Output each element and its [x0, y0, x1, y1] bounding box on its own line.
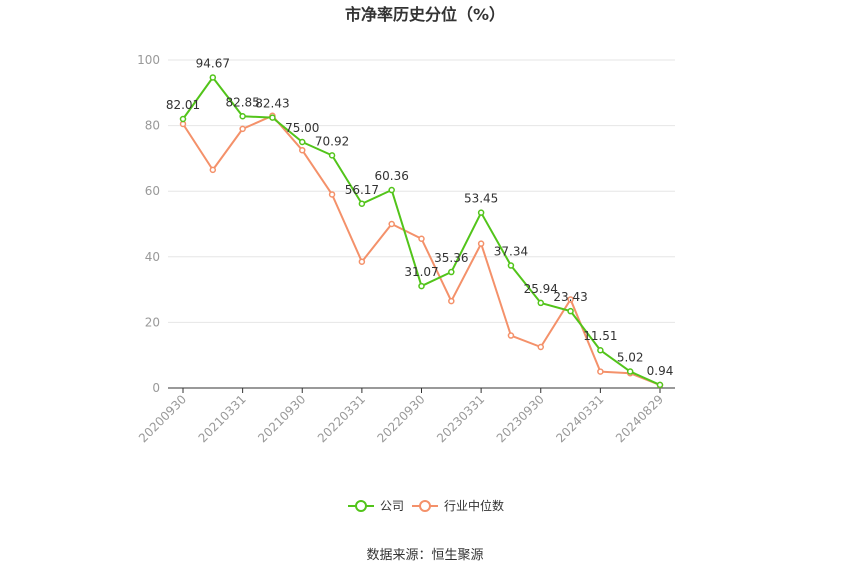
data-label-company: 82.01	[166, 98, 200, 112]
x-tick-label: 20220331	[315, 392, 368, 445]
x-tick-label: 20240331	[553, 392, 606, 445]
data-point-industry-median[interactable]	[388, 220, 395, 228]
x-tick-label: 20210331	[196, 392, 249, 445]
data-point-company[interactable]	[477, 209, 485, 216]
data-point-company[interactable]	[537, 299, 544, 307]
data-point-company[interactable]	[358, 200, 366, 208]
y-tick-label: 20	[145, 315, 160, 329]
x-tick-label: 20230331	[434, 392, 487, 445]
x-tick-label: 20240829	[613, 392, 666, 445]
data-point-company[interactable]	[388, 186, 395, 194]
data-label-company: 82.43	[255, 97, 289, 111]
data-label-company: 35.36	[434, 251, 468, 265]
x-tick-label: 20200930	[136, 392, 189, 445]
data-point-company[interactable]	[269, 114, 276, 121]
series-line-industry-median	[182, 114, 661, 386]
data-label-company: 56.17	[345, 183, 379, 197]
data-point-company[interactable]	[418, 282, 425, 290]
data-point-company[interactable]	[626, 368, 634, 375]
data-point-company[interactable]	[209, 74, 217, 81]
data-label-company: 11.51	[583, 329, 617, 343]
data-point-industry-median[interactable]	[328, 191, 336, 198]
data-point-company[interactable]	[179, 115, 187, 123]
data-label-company: 70.92	[315, 134, 349, 148]
data-point-company[interactable]	[299, 138, 306, 146]
data-label-company: 82.85	[225, 95, 259, 109]
x-tick-label: 20220930	[375, 392, 428, 445]
legend[interactable]: 公司 行业中位数	[348, 498, 504, 513]
data-label-company: 53.45	[464, 192, 498, 206]
data-label-company: 31.07	[404, 265, 438, 279]
data-label-company: 5.02	[617, 351, 644, 365]
data-source-note: 数据来源：恒生聚源	[366, 548, 483, 563]
data-label-company: 94.67	[196, 56, 230, 70]
data-point-industry-median[interactable]	[239, 125, 246, 133]
series-layer	[179, 74, 664, 389]
data-label-company: 23.43	[553, 290, 587, 304]
data-point-industry-median[interactable]	[448, 297, 455, 305]
data-point-company[interactable]	[507, 262, 515, 269]
data-point-industry-median[interactable]	[299, 146, 306, 154]
legend-item-industry-median[interactable]: 行业中位数	[412, 498, 504, 513]
data-point-industry-median[interactable]	[418, 235, 425, 243]
data-point-company[interactable]	[597, 346, 604, 354]
legend-marker-industry-median	[419, 500, 431, 512]
legend-item-company[interactable]: 公司	[348, 499, 404, 513]
data-point-industry-median[interactable]	[209, 166, 217, 174]
data-point-industry-median[interactable]	[477, 240, 485, 247]
chart-title: 市净率历史分位（%）	[345, 5, 505, 24]
x-tick-label: 20230930	[494, 392, 547, 445]
data-point-company[interactable]	[328, 152, 336, 159]
data-point-industry-median[interactable]	[358, 258, 366, 265]
data-point-industry-median[interactable]	[567, 296, 574, 303]
y-tick-label: 100	[137, 53, 160, 67]
data-point-industry-median[interactable]	[507, 332, 515, 339]
x-tick-label: 20210930	[255, 392, 308, 445]
y-tick-label: 40	[145, 250, 160, 264]
data-label-company: 37.34	[494, 245, 528, 259]
data-label-company: 0.94	[647, 364, 674, 378]
data-label-company: 60.36	[375, 169, 409, 183]
data-point-company[interactable]	[239, 113, 246, 120]
legend-marker-company	[355, 500, 367, 512]
legend-label-company: 公司	[380, 499, 404, 513]
data-point-industry-median[interactable]	[597, 368, 604, 375]
data-label-company: 25.94	[524, 282, 558, 296]
data-label-company: 75.00	[285, 121, 319, 135]
legend-label-industry-median: 行业中位数	[444, 498, 504, 513]
data-point-industry-median[interactable]	[537, 343, 544, 351]
data-point-company[interactable]	[567, 307, 574, 315]
y-tick-label: 0	[152, 381, 160, 395]
data-point-company[interactable]	[448, 268, 455, 276]
data-point-company[interactable]	[656, 381, 664, 389]
y-tick-label: 80	[145, 119, 160, 133]
y-tick-label: 60	[145, 184, 160, 198]
